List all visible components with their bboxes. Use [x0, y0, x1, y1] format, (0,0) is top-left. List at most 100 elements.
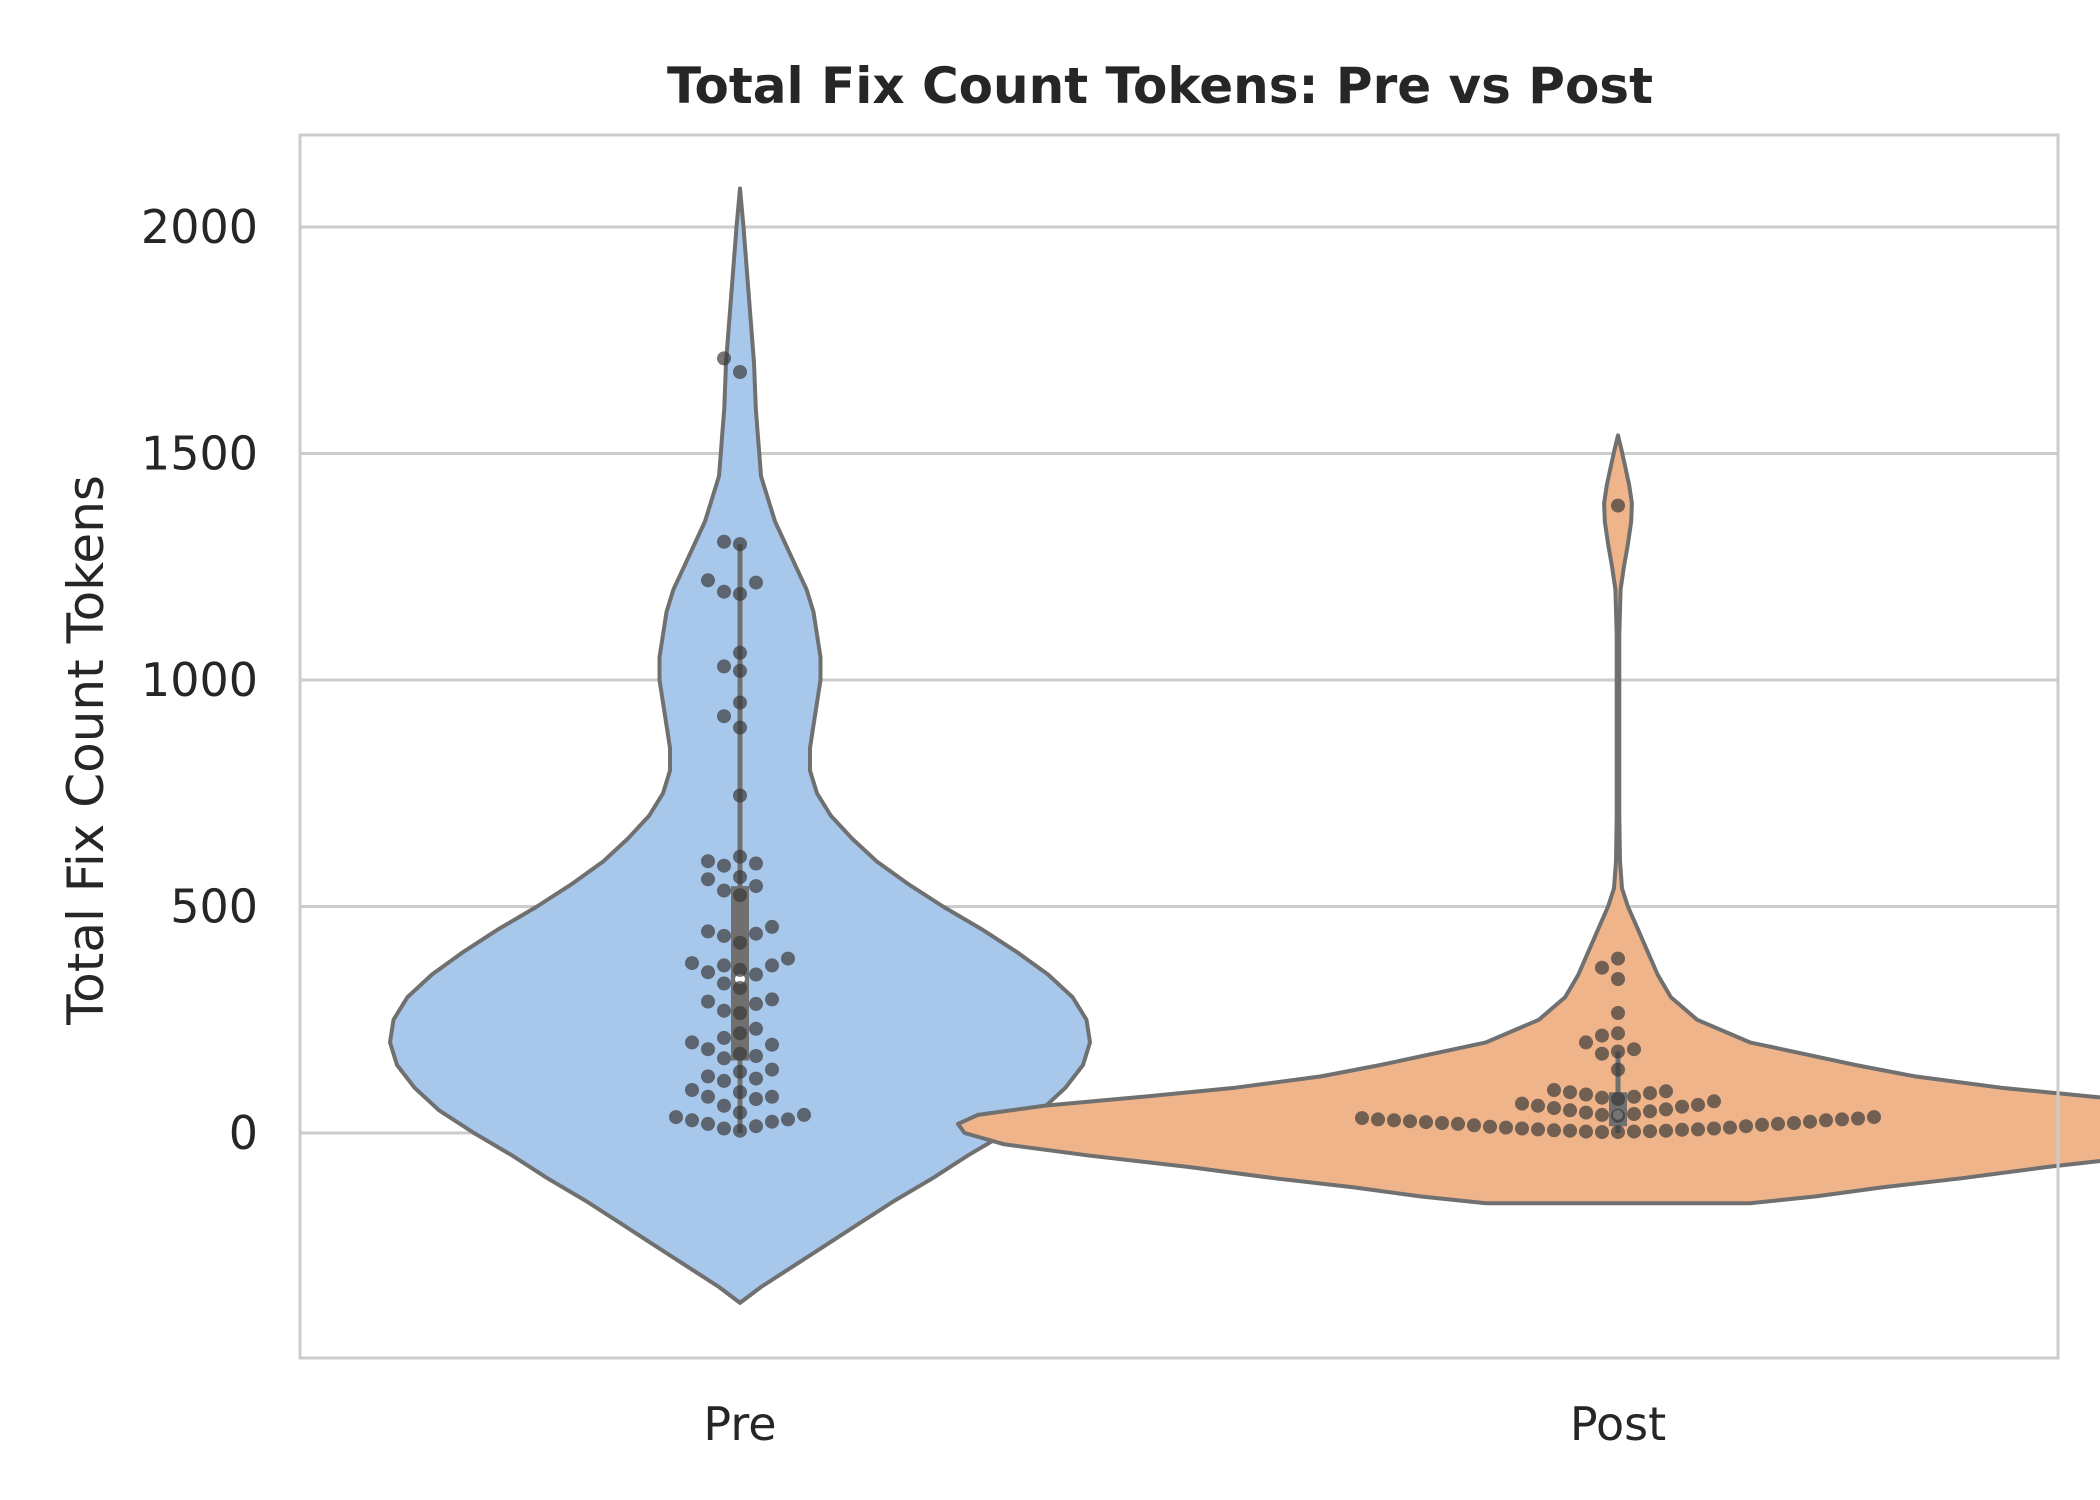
data-point-pre	[733, 870, 747, 885]
data-point-post	[1547, 1101, 1561, 1116]
x-tick-label-pre: Pre	[703, 1397, 776, 1451]
data-point-post	[1419, 1115, 1433, 1130]
data-point-post	[1627, 1124, 1641, 1139]
data-point-post	[1531, 1122, 1545, 1137]
data-point-post	[1483, 1119, 1497, 1134]
data-point-pre	[781, 1112, 795, 1127]
data-point-post	[1627, 1089, 1641, 1104]
data-point-pre	[733, 1026, 747, 1041]
data-point-pre	[765, 992, 779, 1007]
data-point-pre	[685, 956, 699, 971]
data-point-post	[1611, 1092, 1625, 1106]
data-point-pre	[765, 1114, 779, 1129]
data-point-pre	[717, 709, 731, 724]
data-point-post	[1819, 1113, 1833, 1128]
data-point-pre	[685, 1035, 699, 1050]
data-point-pre	[749, 1049, 763, 1063]
data-point-pre	[733, 586, 747, 601]
data-point-pre	[765, 958, 779, 973]
data-point-pre	[701, 965, 715, 980]
data-point-post	[1595, 960, 1609, 975]
x-tick-labels: Pre Post	[703, 1397, 1666, 1451]
data-point-post	[1835, 1112, 1849, 1127]
data-point-post	[1387, 1113, 1401, 1128]
data-point-post	[1579, 1035, 1593, 1050]
data-point-post	[1691, 1122, 1705, 1137]
data-point-pre	[749, 856, 763, 871]
data-point-post	[1595, 1028, 1609, 1043]
data-point-pre	[701, 1042, 715, 1057]
data-point-pre	[701, 1089, 715, 1104]
data-point-post	[1499, 1120, 1513, 1135]
data-point-pre	[749, 1092, 763, 1106]
data-point-pre	[765, 1037, 779, 1052]
data-point-post	[1563, 1123, 1577, 1138]
data-point-pre	[717, 584, 731, 599]
data-point-pre	[701, 854, 715, 869]
data-point-pre	[733, 695, 747, 710]
data-point-post	[1515, 1121, 1529, 1136]
data-point-pre	[717, 659, 731, 674]
data-point-post	[1355, 1111, 1369, 1126]
data-point-post	[1579, 1124, 1593, 1139]
data-point-pre	[733, 849, 747, 864]
data-point-pre	[717, 1121, 731, 1136]
data-point-post	[1547, 1083, 1561, 1097]
data-point-post	[1627, 1042, 1641, 1057]
data-point-post	[1611, 1026, 1625, 1041]
data-point-pre	[733, 888, 747, 903]
data-point-pre	[749, 575, 763, 590]
data-point-pre	[733, 981, 747, 995]
data-point-post	[1579, 1105, 1593, 1120]
data-point-pre	[797, 1107, 811, 1122]
data-point-post	[1803, 1114, 1817, 1129]
data-point-post	[1659, 1084, 1673, 1099]
data-point-pre	[733, 1105, 747, 1120]
data-point-post	[1643, 1086, 1657, 1101]
data-point-post	[1611, 1006, 1625, 1020]
y-axis-title: Total Fix Count Tokens	[57, 475, 115, 1026]
data-point-post	[1851, 1111, 1865, 1126]
data-point-post	[1739, 1119, 1753, 1134]
y-tick-label-1000: 1000	[141, 653, 258, 707]
data-point-post	[1611, 951, 1625, 966]
data-point-post	[1579, 1087, 1593, 1102]
data-point-post	[1643, 1124, 1657, 1139]
data-point-post	[1611, 972, 1625, 986]
data-point-pre	[733, 962, 747, 977]
data-point-pre	[717, 1073, 731, 1088]
data-point-pre	[701, 573, 715, 588]
data-point-pre	[749, 1071, 763, 1086]
data-point-pre	[733, 537, 747, 552]
data-point-post	[1595, 1107, 1609, 1122]
data-point-post	[1403, 1114, 1417, 1129]
data-point-pre	[669, 1110, 683, 1125]
data-point-post	[1867, 1110, 1881, 1125]
data-point-post	[1787, 1116, 1801, 1130]
data-point-pre	[749, 1021, 763, 1036]
data-point-post	[1611, 1125, 1625, 1140]
data-point-post	[1643, 1104, 1657, 1119]
data-point-post	[1675, 1099, 1689, 1114]
data-point-post	[1435, 1116, 1449, 1130]
data-point-pre	[717, 976, 731, 991]
data-point-pre	[701, 1116, 715, 1131]
data-point-pre	[749, 1119, 763, 1134]
data-point-post	[1611, 1062, 1625, 1077]
data-point-pre	[717, 1051, 731, 1066]
data-point-pre	[765, 1089, 779, 1104]
data-point-pre	[765, 1062, 779, 1077]
data-point-post	[1595, 1046, 1609, 1061]
data-point-post	[1771, 1116, 1785, 1131]
data-point-pre	[781, 951, 795, 966]
data-point-pre	[717, 928, 731, 943]
data-point-post	[1707, 1094, 1721, 1109]
data-point-pre	[717, 534, 731, 549]
data-point-pre	[749, 926, 763, 941]
data-point-pre	[717, 351, 731, 366]
data-point-post	[1691, 1097, 1705, 1112]
data-point-post	[1627, 1107, 1641, 1121]
data-point-pre	[701, 994, 715, 1009]
data-point-pre	[733, 1006, 747, 1020]
